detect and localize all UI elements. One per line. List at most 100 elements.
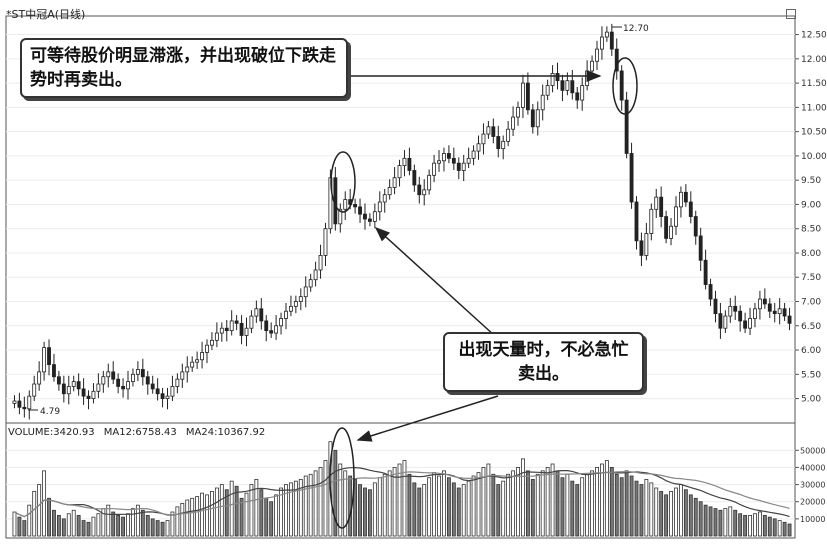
candle-body [708, 284, 713, 300]
volume-spike-note: 出现天量时，不必急忙卖出。 [443, 332, 644, 392]
candle-body [787, 315, 792, 324]
chart-title: *ST中冠A(日线) [6, 8, 86, 21]
candle-body [560, 80, 565, 91]
candle-body [762, 298, 767, 305]
volume-bar [753, 513, 757, 537]
volume-bar [343, 470, 348, 537]
candle-body [323, 228, 328, 256]
candlestick-series [12, 23, 792, 420]
volume-bar [27, 504, 32, 537]
candle-body [37, 371, 42, 385]
candle-body [530, 109, 535, 128]
candle-body [308, 279, 313, 288]
volume-bar [249, 484, 254, 537]
candle-body [683, 191, 688, 203]
candle-body [254, 308, 259, 317]
volume-bar [210, 491, 214, 537]
volume-axis-labels: 50000 40000 30000 20000 10000 [795, 446, 825, 524]
volume-bar [214, 487, 219, 537]
volume-bar [703, 504, 708, 537]
volume-bar [649, 482, 654, 537]
volume-bar [358, 484, 362, 537]
volume-bar [313, 470, 318, 537]
volume-bar [244, 492, 249, 537]
volume-bar [205, 494, 209, 537]
candle-body [535, 109, 540, 128]
volume-bar [417, 487, 422, 537]
volume-bar [757, 511, 762, 537]
volume-bar [106, 504, 111, 537]
volume-bar [116, 515, 121, 537]
volume-bar [47, 497, 51, 537]
volume-bar [298, 479, 303, 537]
volume-bar [446, 477, 451, 537]
volume-bar [22, 520, 27, 537]
volume-bar [664, 494, 669, 537]
candle-body [121, 386, 126, 390]
volume-bar [614, 473, 619, 537]
candle-body [461, 162, 466, 171]
candle-body [733, 305, 738, 312]
volume-bar [678, 484, 683, 537]
candle-body [239, 322, 244, 336]
arrow-to-breakout [374, 226, 496, 337]
volume-bar [190, 497, 195, 537]
volume-ma12-line [14, 466, 790, 518]
volume-bar [688, 494, 693, 537]
volume-bar [303, 475, 308, 537]
candle-body [624, 99, 629, 154]
volume-bar [521, 458, 525, 537]
volume-bar [683, 489, 688, 537]
volume-bar [42, 470, 47, 537]
volume-bar [155, 520, 160, 537]
volume-bar [219, 484, 224, 537]
candle-body [703, 259, 708, 285]
volume-bar [530, 479, 535, 537]
volume-bar [762, 515, 767, 537]
candle-body [303, 286, 308, 298]
volume-bar [560, 477, 565, 537]
volume-bar [170, 511, 175, 537]
volume-bar [486, 463, 491, 537]
candle-body [669, 225, 673, 239]
low-price-label: 4.79 [40, 407, 60, 417]
volume-bar [308, 473, 313, 537]
candle-body [219, 327, 224, 334]
candle-body [525, 82, 530, 111]
candle-body [748, 318, 752, 329]
volume-bar [748, 515, 752, 537]
volume-bar [511, 470, 516, 537]
volume-bar [585, 473, 590, 537]
volume-bar [86, 521, 91, 537]
volume-bar [476, 472, 481, 537]
volume-bar [402, 460, 407, 537]
highlight-ellipse-volume-spike [330, 151, 356, 213]
price-tick-label: 7.00 [801, 298, 821, 308]
candle-body [249, 315, 254, 329]
volume-bar [501, 480, 506, 537]
candle-body [382, 194, 387, 203]
volume-bar [293, 480, 298, 537]
volume-bar [150, 518, 155, 537]
volume-bar [540, 470, 545, 537]
volume-bar [338, 463, 343, 537]
candle-body [634, 201, 639, 242]
volume-bar [481, 467, 486, 537]
chart-corner-button[interactable] [786, 9, 796, 19]
volume-bar [121, 516, 126, 537]
volume-bar [61, 518, 66, 537]
candle-body [101, 376, 106, 385]
candle-body [185, 366, 190, 373]
volume-bar [604, 460, 609, 537]
volume-bar [37, 484, 42, 537]
candle-body [609, 31, 614, 50]
volume-bar [787, 523, 792, 537]
candle-body [145, 376, 150, 385]
candle-body [501, 140, 506, 150]
candle-body [298, 296, 303, 302]
candle-body [550, 72, 555, 86]
volume-bar [733, 509, 738, 537]
volume-tick-label: 30000 [800, 481, 825, 490]
volume-bar [565, 473, 570, 537]
